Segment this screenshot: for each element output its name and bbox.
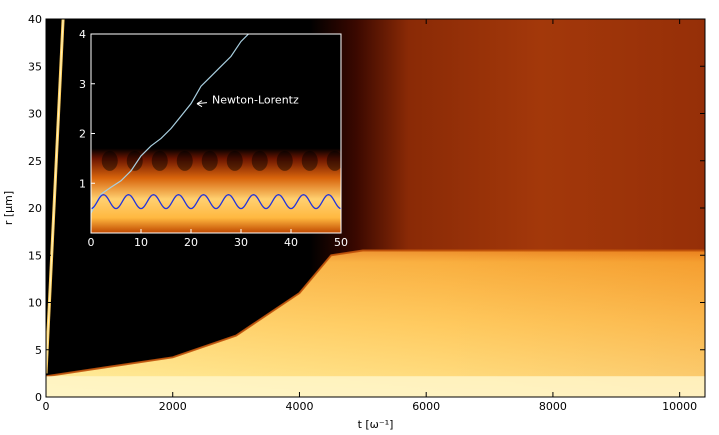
y-axis-label: r [μm]: [2, 191, 15, 225]
band-modulation: [101, 150, 118, 171]
main-plot: [46, 19, 705, 397]
band-modulation: [251, 150, 268, 171]
inset-y-tick-label: 4: [79, 28, 86, 41]
inset-plot: 0 10 20 30 40 50 1 2 3 4 Newton-Lorentz: [79, 28, 348, 249]
band-modulation: [326, 150, 341, 171]
oscillation-line: [91, 194, 341, 210]
y-tick-label: 25: [28, 155, 42, 168]
inset-x-tick-label: 40: [284, 236, 298, 249]
x-tick-label: 10000: [662, 400, 697, 413]
inset-band-fill: [91, 148, 341, 233]
band-modulation: [201, 150, 218, 171]
inset-heat-band: [91, 148, 341, 233]
inset-axis-ticks: 0 10 20 30 40 50 1 2 3 4: [79, 28, 348, 249]
early-ray-core: [46, 19, 64, 374]
inset-x-tick-label: 20: [184, 236, 198, 249]
inset-y-tick-label: 1: [79, 177, 86, 190]
band-modulation: [151, 150, 168, 171]
y-tick-label: 15: [28, 249, 42, 262]
expanding-front-edge: [46, 249, 705, 378]
inset-x-tick-label: 10: [134, 236, 148, 249]
x-tick-label: 0: [43, 400, 50, 413]
core-band: [46, 376, 705, 397]
y-tick-label: 10: [28, 297, 42, 310]
bright-region-shading: [46, 250, 705, 397]
y-tick-label: 5: [35, 344, 42, 357]
heatmap-marks: [46, 19, 705, 397]
band-modulation: [126, 150, 143, 171]
inset-y-tick-label: 2: [79, 128, 86, 141]
inset-x-tick-label: 0: [88, 236, 95, 249]
inset-y-tick-label: 3: [79, 78, 86, 91]
x-tick-label: 6000: [412, 400, 440, 413]
inset-lines: [91, 34, 341, 214]
band-modulation: [176, 150, 193, 171]
y-tick-label: 35: [28, 60, 42, 73]
band-modulation: [226, 150, 243, 171]
inset-x-tick-label: 50: [334, 236, 348, 249]
annotation-arrow-head: [196, 100, 203, 108]
x-axis-label: t [ω⁻¹]: [358, 418, 394, 431]
x-tick-label: 8000: [539, 400, 567, 413]
y-tick-label: 0: [35, 391, 42, 404]
annotation-label: Newton-Lorentz: [212, 94, 299, 107]
newton-lorentz-annotation: Newton-Lorentz: [196, 94, 299, 108]
y-tick-label: 40: [28, 13, 42, 26]
newton-lorentz-line: [91, 34, 249, 214]
annotation-arrow-shaft: [196, 102, 208, 105]
x-tick-label: 2000: [159, 400, 187, 413]
inset-x-tick-label: 30: [234, 236, 248, 249]
band-modulation: [301, 150, 318, 171]
band-modulation: [276, 150, 293, 171]
y-tick-label: 20: [28, 202, 42, 215]
y-tick-label: 30: [28, 108, 42, 121]
x-tick-label: 4000: [285, 400, 313, 413]
